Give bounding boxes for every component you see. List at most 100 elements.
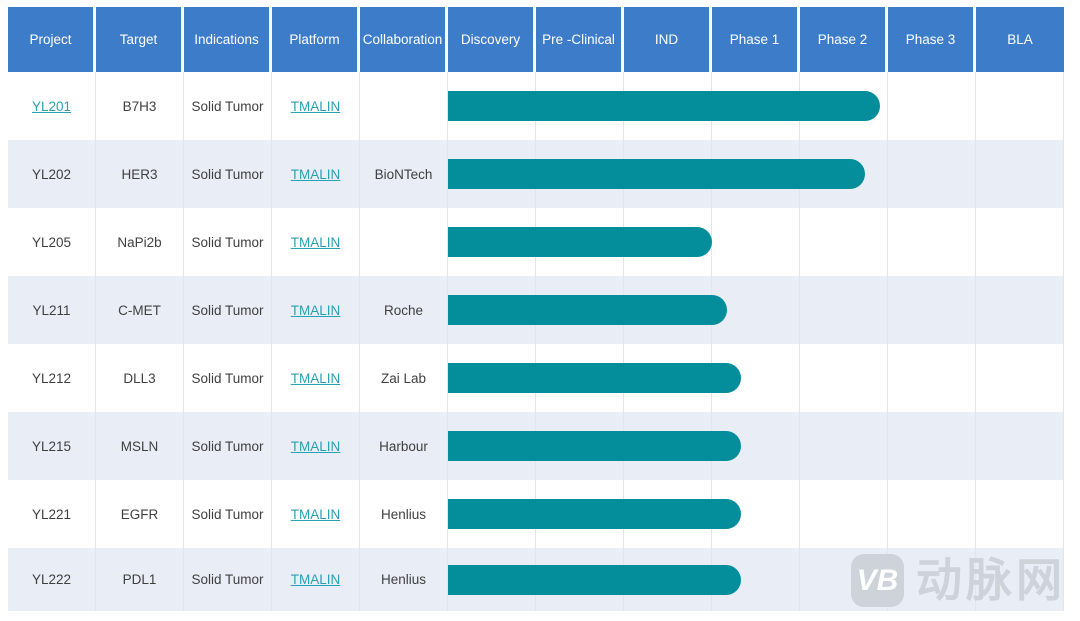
column-header-project: Project: [8, 7, 96, 72]
project-label: YL215: [31, 438, 72, 454]
indications-label: Solid Tumor: [191, 506, 264, 522]
collaboration-label: Zai Lab: [380, 370, 427, 386]
indications-cell: Solid Tumor: [184, 412, 272, 480]
watermark-brand-text: 动脉网: [916, 554, 1066, 606]
collaboration-cell: [360, 208, 448, 276]
indications-label: Solid Tumor: [191, 302, 264, 318]
target-cell: NaPi2b: [96, 208, 184, 276]
project-cell: YL202: [8, 140, 96, 208]
collaboration-cell: Henlius: [360, 480, 448, 548]
column-header-discovery: Discovery: [448, 7, 536, 72]
target-cell: B7H3: [96, 72, 184, 140]
table-row: YL215 MSLN Solid Tumor TMALIN Harbour: [8, 412, 1064, 480]
platform-cell: TMALIN: [272, 344, 360, 412]
target-cell: DLL3: [96, 344, 184, 412]
table-header: Project Target Indications Platform Coll…: [8, 7, 1064, 72]
progress-bar: [448, 295, 727, 325]
phase-cell: [800, 208, 888, 276]
phase-cell: [888, 480, 976, 548]
phase-cell: [888, 548, 976, 611]
target-cell: EGFR: [96, 480, 184, 548]
column-header-phase3: Phase 3: [888, 7, 976, 72]
indications-label: Solid Tumor: [191, 234, 264, 250]
indications-cell: Solid Tumor: [184, 72, 272, 140]
indications-cell: Solid Tumor: [184, 548, 272, 611]
target-label: MSLN: [120, 438, 159, 454]
progress-bar: [448, 91, 880, 121]
pipeline-table: Project Target Indications Platform Coll…: [8, 7, 1064, 611]
phase-cell: [888, 140, 976, 208]
phase-cell: [976, 548, 1064, 611]
table-body: YL201 B7H3 Solid Tumor TMALIN YL202 HER3 Solid…: [8, 72, 1064, 611]
platform-link[interactable]: TMALIN: [290, 98, 341, 114]
collaboration-cell: Henlius: [360, 548, 448, 611]
phase-cell: [712, 548, 800, 611]
progress-bar: [448, 431, 741, 461]
platform-link[interactable]: TMALIN: [290, 302, 341, 318]
progress-bar: [448, 565, 741, 595]
target-cell: MSLN: [96, 412, 184, 480]
project-cell: YL222: [8, 548, 96, 611]
phase-cell: [712, 412, 800, 480]
table-row: YL221 EGFR Solid Tumor TMALIN Henlius: [8, 480, 1064, 548]
indications-cell: Solid Tumor: [184, 276, 272, 344]
indications-cell: Solid Tumor: [184, 208, 272, 276]
project-cell: YL221: [8, 480, 96, 548]
phase-cell: [800, 72, 888, 140]
platform-link[interactable]: TMALIN: [290, 438, 341, 454]
phase-cell: [888, 412, 976, 480]
phase-cell: [800, 276, 888, 344]
target-cell: C-MET: [96, 276, 184, 344]
phase-cell: [976, 72, 1064, 140]
phase-cell: [976, 208, 1064, 276]
progress-bar: [448, 363, 741, 393]
indications-cell: Solid Tumor: [184, 480, 272, 548]
platform-link[interactable]: TMALIN: [290, 572, 341, 587]
table-row: YL201 B7H3 Solid Tumor TMALIN: [8, 72, 1064, 140]
collaboration-cell: [360, 72, 448, 140]
indications-label: Solid Tumor: [191, 572, 264, 587]
project-label: YL221: [31, 506, 72, 522]
phase-cell: [888, 72, 976, 140]
column-header-bla: BLA: [976, 7, 1064, 72]
indications-label: Solid Tumor: [191, 370, 264, 386]
indications-label: Solid Tumor: [191, 438, 264, 454]
table-row: YL211 C-MET Solid Tumor TMALIN Roche: [8, 276, 1064, 344]
phase-cell: [888, 276, 976, 344]
target-label: C-MET: [118, 302, 161, 318]
phase-cell: [800, 140, 888, 208]
phase-cell: [888, 344, 976, 412]
collaboration-label: Henlius: [380, 506, 427, 522]
project-cell: YL205: [8, 208, 96, 276]
platform-link[interactable]: TMALIN: [290, 506, 341, 522]
collaboration-label: Henlius: [380, 572, 427, 587]
progress-bar: [448, 159, 865, 189]
column-header-ind: IND: [624, 7, 712, 72]
phase-cell: [800, 480, 888, 548]
platform-link[interactable]: TMALIN: [290, 370, 341, 386]
phase-cell: [976, 344, 1064, 412]
phase-cell: [976, 140, 1064, 208]
platform-link[interactable]: TMALIN: [290, 166, 341, 182]
collaboration-label: Roche: [383, 302, 424, 318]
project-label: YL205: [31, 234, 72, 250]
column-header-phase1: Phase 1: [712, 7, 800, 72]
table-row: YL205 NaPi2b Solid Tumor TMALIN: [8, 208, 1064, 276]
project-label: YL212: [31, 370, 72, 386]
phase-cell: [888, 208, 976, 276]
phase-cell: [800, 344, 888, 412]
project-label: YL211: [32, 302, 71, 318]
project-link[interactable]: YL201: [31, 98, 72, 114]
phase-cell: [800, 412, 888, 480]
platform-cell: TMALIN: [272, 276, 360, 344]
target-label: PDL1: [122, 572, 157, 587]
column-header-platform: Platform: [272, 7, 360, 72]
column-header-indications: Indications: [184, 7, 272, 72]
project-cell: YL215: [8, 412, 96, 480]
project-cell: YL201: [8, 72, 96, 140]
phase-cell: [976, 276, 1064, 344]
target-cell: PDL1: [96, 548, 184, 611]
platform-cell: TMALIN: [272, 412, 360, 480]
platform-link[interactable]: TMALIN: [290, 234, 341, 250]
table-row: YL202 HER3 Solid Tumor TMALIN BioNTech: [8, 140, 1064, 208]
